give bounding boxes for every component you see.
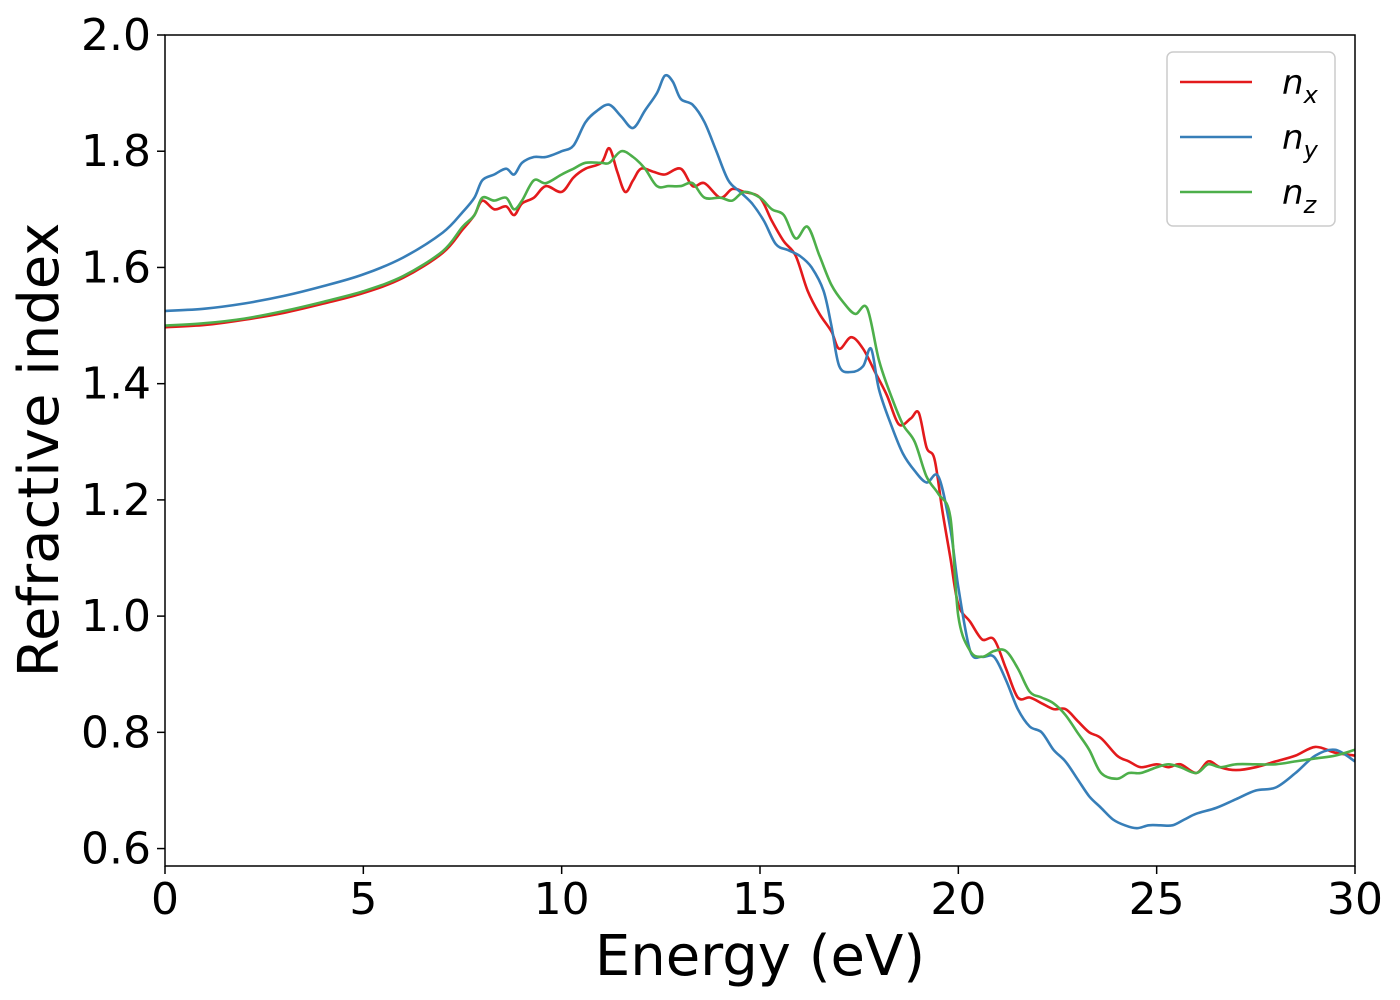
y-axis-title: Refractive index	[7, 223, 72, 678]
plot-area-background	[165, 35, 1355, 866]
y-tick-label: 0.8	[81, 707, 151, 758]
x-tick-label: 30	[1327, 874, 1383, 925]
y-tick-label: 1.2	[81, 475, 151, 526]
y-tick-label: 0.6	[81, 824, 151, 875]
legend-label-y: ny	[1282, 118, 1319, 164]
legend-subscript-z: z	[1303, 191, 1318, 219]
series-lines	[164, 73, 1356, 830]
y-tick-label: 1.6	[81, 242, 151, 293]
legend-box	[1166, 51, 1336, 227]
x-tick-label: 20	[930, 874, 986, 925]
x-tick-label: 5	[349, 874, 377, 925]
x-tick-label: 25	[1129, 874, 1185, 925]
legend-subscript-x: x	[1303, 81, 1319, 109]
x-axis-title: Energy (eV)	[595, 924, 925, 989]
legend-subscript-y: y	[1303, 136, 1319, 164]
y-tick-label: 1.0	[81, 591, 151, 642]
x-tick-label: 15	[732, 874, 788, 925]
y-tick-label: 1.4	[81, 359, 151, 410]
x-tick-label: 10	[534, 874, 590, 925]
x-axis-ticks: 0 5 10 15 20 25 30	[151, 866, 1383, 925]
y-axis-ticks: 0.6 0.8 1.0 1.2 1.4 1.6 1.8 2.0	[81, 10, 165, 875]
y-tick-label: 1.8	[81, 126, 151, 177]
y-tick-label: 2.0	[81, 10, 151, 61]
series-line-y	[164, 73, 1356, 830]
x-tick-label: 0	[151, 874, 179, 925]
series-line-z	[164, 149, 1356, 781]
